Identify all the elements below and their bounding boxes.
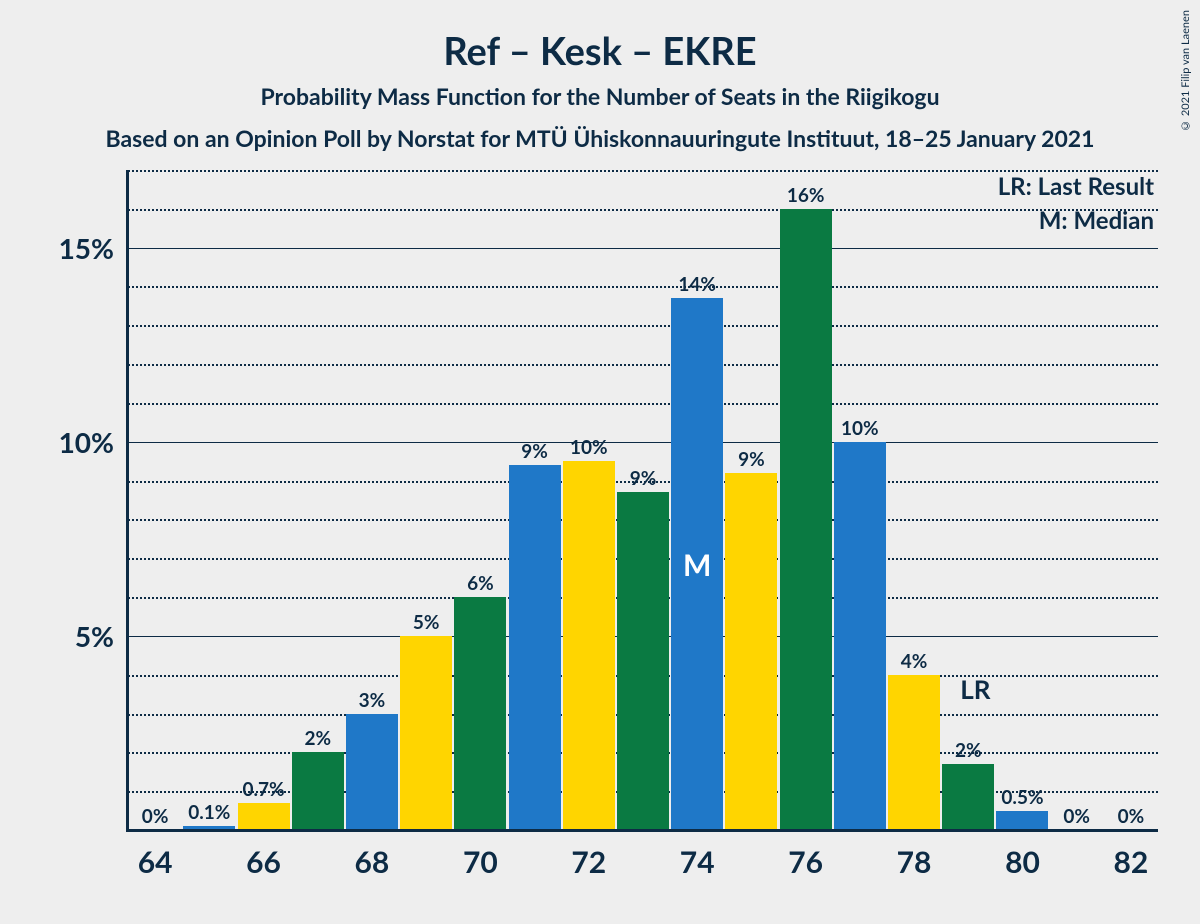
chart-source: Based on an Opinion Poll by Norstat for … (0, 124, 1200, 152)
x-tick-label: 74 (680, 830, 715, 880)
bar (780, 209, 832, 830)
bar (509, 465, 561, 830)
x-tick-label: 70 (463, 830, 498, 880)
bar-value-label: 2% (955, 739, 982, 762)
bar-value-label: 10% (570, 436, 608, 459)
bar (454, 597, 506, 830)
chart-title: Ref – Kesk – EKRE (0, 28, 1200, 74)
bar (996, 811, 1048, 830)
bar-value-label: 6% (467, 572, 494, 595)
chart-subtitle: Probability Mass Function for the Number… (0, 82, 1200, 110)
bar-value-label: 9% (521, 440, 548, 463)
copyright-text: © 2021 Filip van Laenen (1179, 10, 1192, 132)
bar (834, 442, 886, 830)
bar (617, 492, 669, 830)
x-tick-label: 64 (138, 830, 173, 880)
x-tick-label: 68 (355, 830, 390, 880)
bar (888, 675, 940, 830)
plot-area: 5%10%15%0%0.1%0.7%2%3%5%6%9%10%9%14%9%16… (128, 170, 1158, 830)
bar-value-label: 9% (738, 448, 765, 471)
bar-value-label: 0.1% (188, 801, 230, 824)
x-tick-label: 78 (897, 830, 932, 880)
gridline-minor (128, 209, 1158, 211)
bar (942, 764, 994, 830)
gridline-minor (128, 403, 1158, 405)
bar (238, 803, 290, 830)
bar-value-label: 0.7% (242, 778, 284, 801)
bar-value-label: 10% (841, 417, 879, 440)
x-tick-label: 66 (246, 830, 281, 880)
y-tick-label: 5% (75, 619, 128, 653)
x-tick-label: 76 (788, 830, 823, 880)
gridline-major (128, 442, 1158, 443)
bar-value-label: 0% (1118, 805, 1145, 828)
last-result-marker: LR (960, 673, 990, 705)
gridline-minor (128, 286, 1158, 288)
bar (563, 461, 615, 830)
x-tick-label: 72 (571, 830, 606, 880)
y-tick-label: 15% (59, 231, 128, 265)
bar-value-label: 14% (678, 273, 716, 296)
x-tick-label: 82 (1113, 830, 1148, 880)
y-tick-label: 10% (59, 425, 128, 459)
legend-median: M: Median (1039, 206, 1154, 235)
bar-value-label: 0.5% (1001, 786, 1043, 809)
bar-value-label: 3% (359, 689, 386, 712)
bar (346, 714, 398, 830)
bar-value-label: 5% (413, 611, 440, 634)
bar-value-label: 2% (304, 727, 331, 750)
median-marker: M (683, 547, 711, 583)
bar-value-label: 9% (630, 467, 657, 490)
gridline-major (128, 248, 1158, 249)
bar-value-label: 0% (142, 805, 169, 828)
gridline-minor (128, 325, 1158, 327)
bar (292, 752, 344, 830)
bar-value-label: 4% (901, 650, 928, 673)
y-axis (126, 170, 129, 830)
bar-value-label: 0% (1063, 805, 1090, 828)
bar (400, 636, 452, 830)
gridline-minor (128, 364, 1158, 366)
legend-last-result: LR: Last Result (998, 172, 1154, 201)
bar (725, 473, 777, 830)
bar-value-label: 16% (787, 184, 825, 207)
x-tick-label: 80 (1005, 830, 1040, 880)
